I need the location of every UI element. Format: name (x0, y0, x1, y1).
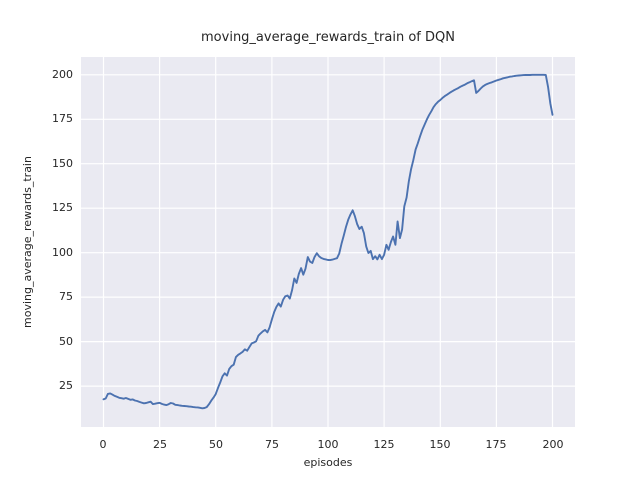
x-tick-label: 100 (317, 438, 339, 451)
x-tick-label: 50 (209, 438, 223, 451)
y-axis-ticks: 25 50 75 100 125 150 175 200 (0, 0, 73, 480)
line-chart (81, 57, 575, 427)
x-tick-label: 0 (99, 438, 107, 451)
x-axis-label: episodes (303, 456, 353, 469)
x-tick-label: 125 (373, 438, 395, 451)
x-tick-label: 200 (542, 438, 564, 451)
x-tick-label: 75 (265, 438, 279, 451)
y-tick-label: 150 (52, 157, 73, 170)
x-tick-label: 150 (429, 438, 451, 451)
y-tick-label: 75 (59, 290, 73, 303)
chart-plot-area (81, 57, 575, 427)
y-tick-label: 125 (52, 201, 73, 214)
y-tick-label: 50 (59, 335, 73, 348)
data-line (102, 73, 554, 410)
y-tick-label: 100 (52, 246, 73, 259)
y-tick-label: 175 (52, 112, 73, 125)
x-tick-label: 25 (153, 438, 167, 451)
x-tick-label: 175 (485, 438, 507, 451)
chart-title: moving_average_rewards_train of DQN (201, 30, 455, 45)
x-axis-ticks: 0 25 50 75 100 125 150 175 200 (81, 438, 575, 454)
y-tick-label: 200 (52, 68, 73, 81)
y-tick-label: 25 (59, 379, 73, 392)
